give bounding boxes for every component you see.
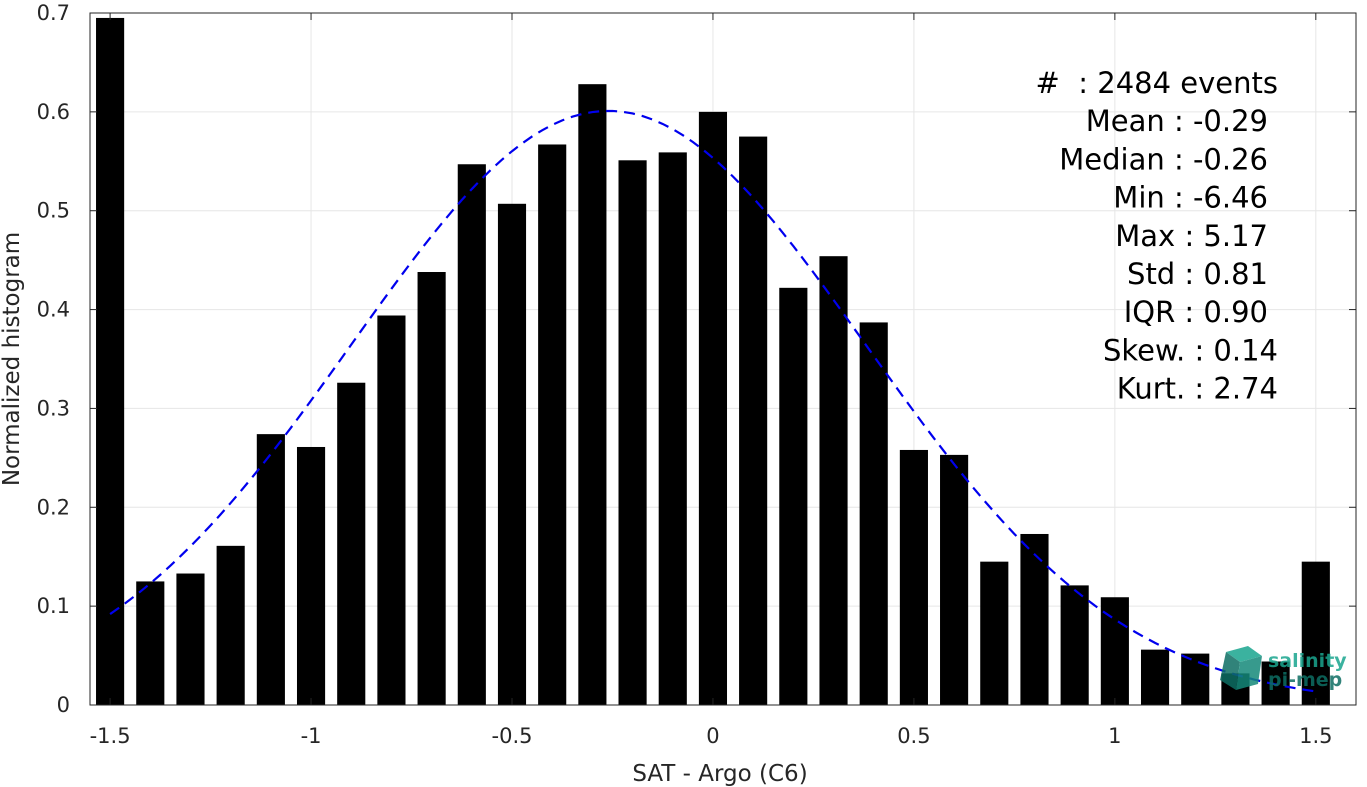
histogram-bar <box>176 573 205 705</box>
y-axis-tick-labels: 0 0.1 0.2 0.3 0.4 0.5 0.6 0.7 <box>37 1 70 717</box>
histogram-bar <box>658 152 687 706</box>
stat-line: Min : -6.46 <box>1113 181 1268 215</box>
x-tick-label: -1 <box>301 724 322 748</box>
stat-line: Skew. : 0.14 <box>1103 333 1278 367</box>
stat-line: Mean : -0.29 <box>1086 104 1268 138</box>
histogram-bar <box>1181 653 1210 705</box>
x-axis-tick-labels: -1.5 -1 -0.5 0 0.5 1 1.5 <box>90 724 1333 748</box>
histogram-bar <box>1100 597 1129 705</box>
histogram-bar <box>457 164 486 705</box>
histogram-bar <box>377 315 406 705</box>
statistics-annotation: # : 2484 events Mean : -0.29 Median : -0.2… <box>1036 66 1278 406</box>
histogram-bar <box>1301 561 1330 705</box>
y-tick-label: 0.4 <box>37 298 70 322</box>
histogram-bar <box>779 287 808 705</box>
x-tick-label: -1.5 <box>90 724 131 748</box>
stat-line: Std : 0.81 <box>1127 257 1268 291</box>
histogram-bar <box>1140 649 1170 705</box>
stat-line: IQR : 0.90 <box>1124 295 1268 329</box>
x-tick-label: 1 <box>1108 724 1121 748</box>
histogram-bar <box>1060 585 1089 705</box>
histogram-bar <box>698 111 728 706</box>
histogram-bar <box>578 84 607 706</box>
y-tick-label: 0.7 <box>37 1 70 25</box>
x-tick-label: 0.5 <box>897 724 930 748</box>
y-tick-label: 0.6 <box>37 100 70 124</box>
histogram-bar <box>417 272 446 705</box>
histogram-bars <box>96 17 1330 706</box>
y-tick-label: 0 <box>57 693 70 717</box>
y-tick-label: 0.1 <box>37 594 70 618</box>
x-tick-label: 1.5 <box>1299 724 1332 748</box>
histogram-bar <box>96 17 125 705</box>
x-tick-label: -0.5 <box>492 724 533 748</box>
histogram-bar <box>136 581 165 705</box>
stat-line: Max : 5.17 <box>1115 219 1268 253</box>
stat-line: Kurt. : 2.74 <box>1117 372 1278 406</box>
stat-line: Median : -0.26 <box>1059 142 1268 176</box>
y-axis-label: Normalized histogram <box>0 232 25 486</box>
histogram-bar <box>337 382 366 705</box>
histogram-bar <box>980 561 1009 705</box>
histogram-bar <box>216 545 245 705</box>
histogram-bar <box>940 454 969 705</box>
histogram-bar <box>296 446 326 705</box>
histogram-bar <box>739 136 768 706</box>
x-axis-label: SAT - Argo (C6) <box>632 761 807 787</box>
histogram-bar <box>899 449 928 705</box>
salinity-pimep-logo: salinity pi-mep <box>1220 646 1347 691</box>
logo-text-pimep: pi-mep <box>1268 669 1342 691</box>
histogram-bar <box>1020 533 1049 705</box>
stat-line: # : 2484 events <box>1036 66 1278 100</box>
logo-cube-top <box>1226 646 1262 662</box>
axes-box <box>89 12 1357 706</box>
axis-ticks <box>90 12 1356 706</box>
y-tick-label: 0.5 <box>37 199 70 223</box>
histogram-bar <box>497 203 527 705</box>
logo-text-salinity: salinity <box>1268 650 1347 672</box>
histogram-bar <box>1261 661 1290 705</box>
histogram-bar <box>819 256 848 705</box>
histogram-bar <box>538 144 567 706</box>
histogram-bar <box>256 434 285 705</box>
logo-cube-right <box>1236 656 1262 690</box>
gaussian-fit-curve <box>109 109 1316 693</box>
histogram-bar <box>859 322 888 705</box>
logo-cube-left <box>1220 652 1240 690</box>
y-tick-label: 0.3 <box>37 396 70 420</box>
histogram-bar <box>618 160 647 706</box>
y-tick-label: 0.2 <box>37 495 70 519</box>
x-tick-label: 0 <box>706 724 719 748</box>
